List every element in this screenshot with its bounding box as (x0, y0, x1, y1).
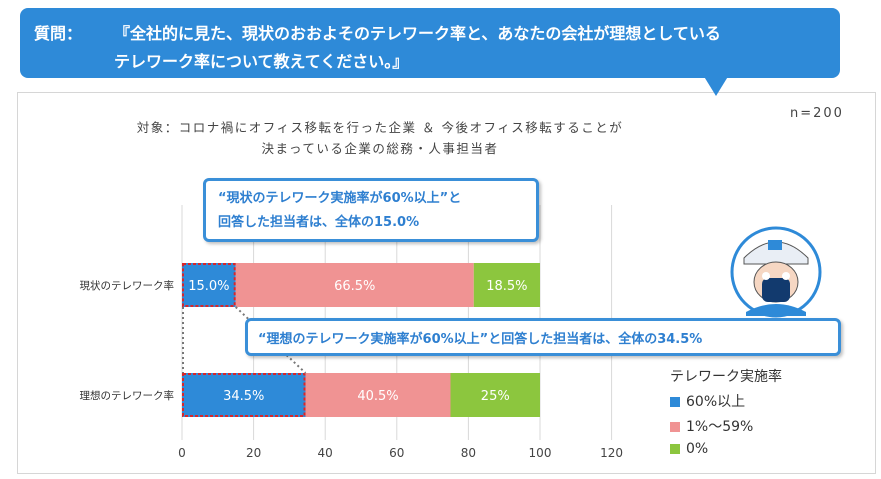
subject-line2: 決まっている企業の総務・人事担当者 (261, 141, 499, 156)
data-label-1-series-1: 40.5% (357, 389, 398, 404)
legend-title: テレワーク実施率 (670, 369, 782, 385)
category-label-1: 理想のテレワーク率 (80, 389, 175, 402)
legend-label-60plus: 60%以上 (686, 394, 746, 410)
category-label-0: 現状のテレワーク率 (80, 279, 175, 292)
question-box-tail (700, 70, 732, 96)
bar-0-series-1 (235, 263, 474, 307)
subject-line1: 対象：コロナ禍にオフィス移転を行った企業 ＆ 今後オフィス移転することが (136, 120, 624, 135)
sample-size: n=200 (790, 106, 844, 121)
legend-swatch-green (670, 444, 680, 454)
highlight-box-0 (182, 263, 236, 307)
data-label-0-series-0: 15.0% (188, 279, 229, 294)
data-label-1-series-0: 34.5% (223, 389, 264, 404)
bar-1-series-2 (450, 373, 540, 417)
question-text-line1: 『全社的に見た、現状のおおよそのテレワーク率と、あなたの会社が理想としている (114, 24, 721, 43)
data-label-0-series-2: 18.5% (486, 279, 527, 294)
legend-label-1to59: 1%〜59% (686, 419, 754, 435)
bar-1-series-1 (305, 373, 451, 417)
legend-label-0: 0% (686, 441, 709, 457)
x-tick-label-40: 40 (318, 446, 333, 460)
x-tick-label-100: 100 (529, 446, 552, 460)
x-tick-label-0: 0 (178, 446, 186, 460)
x-tick-label-80: 80 (461, 446, 476, 460)
legend-item-60plus: 60%以上 (670, 391, 745, 411)
x-tick-label-120: 120 (600, 446, 623, 460)
callout-current: “現状のテレワーク実施率が60%以上”と 回答した担当者は、全体の15.0% (203, 178, 539, 242)
legend-item-1to59: 1%〜59% (670, 416, 753, 436)
legend-swatch-pink (670, 422, 680, 432)
bar-0-series-0 (182, 263, 236, 307)
question-text-line2: テレワーク率について教えてください。』 (114, 52, 409, 71)
callout-current-line2: 回答した担当者は、全体の15.0% (218, 215, 420, 230)
data-label-1-series-2: 25% (481, 389, 510, 404)
highlight-box-1 (182, 373, 306, 417)
bar-0-series-2 (473, 263, 540, 307)
question-box: 質問： 『全社的に見た、現状のおおよそのテレワーク率と、あなたの会社が理想として… (20, 8, 840, 78)
question-label: 質問： (34, 24, 83, 43)
x-tick-label-60: 60 (389, 446, 404, 460)
callout-current-line1: “現状のテレワーク実施率が60%以上”と (218, 191, 462, 206)
bar-1-series-0 (182, 373, 306, 417)
legend-swatch-blue (670, 397, 680, 407)
callout-ideal-text: “理想のテレワーク実施率が60%以上”と回答した担当者は、全体の34.5% (258, 332, 703, 347)
chart-panel (17, 92, 876, 474)
legend-item-0: 0% (670, 441, 708, 457)
data-label-0-series-1: 66.5% (334, 279, 375, 294)
x-tick-label-20: 20 (246, 446, 261, 460)
callout-ideal: “理想のテレワーク実施率が60%以上”と回答した担当者は、全体の34.5% (245, 318, 841, 356)
